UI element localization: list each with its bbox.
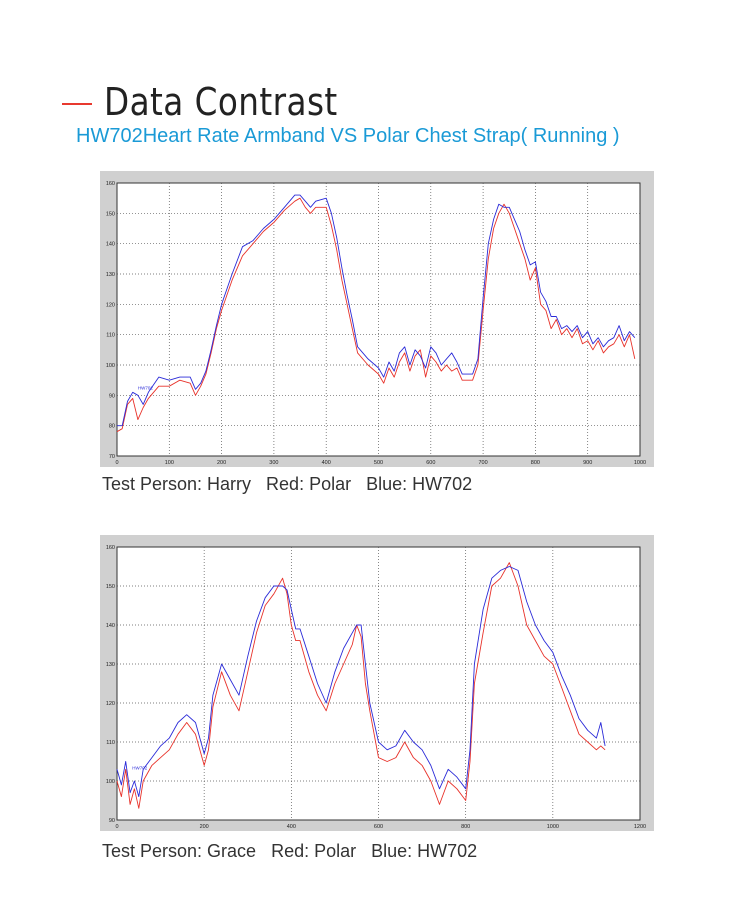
y-tick-label: 100 — [106, 779, 115, 785]
x-tick-label: 100 — [165, 460, 174, 466]
page-title: Data Contrast — [104, 80, 338, 124]
y-tick-label: 150 — [106, 584, 115, 590]
x-tick-label: 200 — [217, 460, 226, 466]
x-tick-label: 700 — [479, 460, 488, 466]
y-tick-label: 90 — [109, 818, 115, 824]
x-tick-label: 800 — [531, 460, 540, 466]
grace-chart: 0 200 400 600 800 1000 1200 90 100 110 120 130 140 15… — [100, 535, 654, 831]
y-tick-label: 140 — [106, 623, 115, 629]
y-tick-label: 140 — [106, 242, 115, 248]
y-tick-label: 100 — [106, 363, 115, 369]
x-tick-label: 1000 — [547, 824, 559, 830]
y-tick-label: 80 — [109, 424, 115, 430]
x-tick-label: 200 — [200, 824, 209, 830]
x-tick-label: 1000 — [634, 460, 646, 466]
section-heading: Data Contrast — [62, 74, 376, 130]
plot-area — [116, 546, 641, 821]
plot-area — [116, 182, 641, 457]
x-tick-label: 400 — [287, 824, 296, 830]
accent-dash — [62, 103, 92, 105]
y-tick-label: 110 — [106, 740, 115, 746]
hw702-series-line — [116, 566, 606, 798]
polar-series-line — [116, 562, 606, 809]
y-tick-label: 150 — [106, 211, 115, 217]
x-tick-label: 300 — [269, 460, 278, 466]
y-tick-label: 120 — [106, 302, 115, 308]
y-tick-label: 90 — [109, 393, 115, 399]
y-tick-label: 120 — [106, 701, 115, 707]
x-tick-label: 800 — [461, 824, 470, 830]
harry-chart: 0 100 200 300 400 500 600 700 800 900 1000 70 80 90 10… — [100, 171, 654, 467]
y-tick-label: 110 — [106, 333, 115, 339]
y-tick-label: 70 — [109, 454, 115, 460]
y-tick-label: 130 — [106, 662, 115, 668]
x-tick-label: 1200 — [634, 824, 646, 830]
y-tick-label: 160 — [106, 545, 115, 551]
polar-series-line — [116, 197, 636, 433]
x-tick-label: 500 — [374, 460, 383, 466]
subtitle: HW702Heart Rate Armband VS Polar Chest S… — [76, 125, 620, 147]
grace-chart-svg: 0 200 400 600 800 1000 1200 90 100 110 120 130 140 15… — [106, 545, 646, 830]
x-tick-label: 900 — [583, 460, 592, 466]
harry-caption: Test Person: Harry Red: Polar Blue: HW70… — [102, 474, 473, 494]
y-tick-label: 130 — [106, 272, 115, 278]
harry-chart-svg: 0 100 200 300 400 500 600 700 800 900 1000 70 80 90 10… — [106, 181, 646, 466]
x-tick-label: 0 — [115, 824, 118, 830]
x-tick-label: 0 — [115, 460, 118, 466]
series-legend-label: HW702 — [138, 385, 154, 390]
hw702-series-line — [117, 194, 636, 427]
x-tick-label: 600 — [426, 460, 435, 466]
grace-caption: Test Person: Grace Red: Polar Blue: HW70… — [102, 841, 478, 861]
y-tick-label: 160 — [106, 181, 115, 187]
x-tick-label: 600 — [374, 824, 383, 830]
series-legend-label: HW702 — [132, 765, 148, 770]
x-tick-label: 400 — [322, 460, 331, 466]
